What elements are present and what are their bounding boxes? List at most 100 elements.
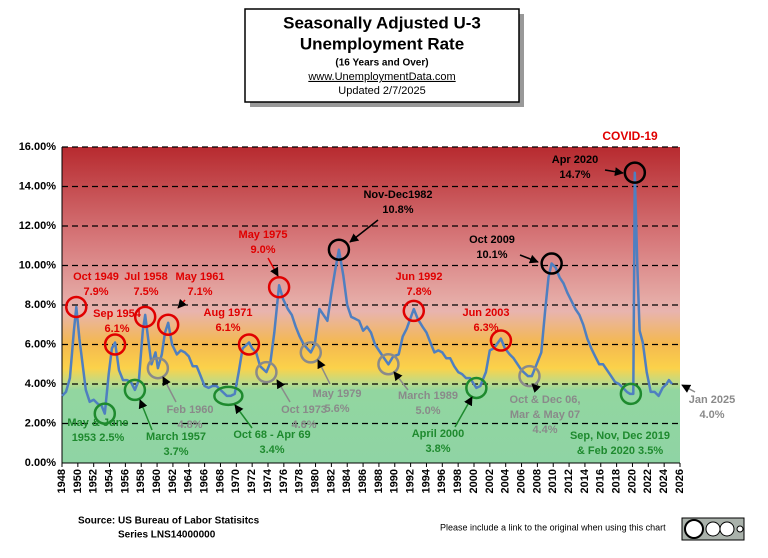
annotation-text: 4.0% [699,409,724,421]
annotation-text: 4.4% [532,424,557,436]
chart-title: Seasonally Adjusted U-3 [283,13,481,32]
annotation-arrow [317,359,331,385]
x-tick-label: 1992 [405,469,417,493]
annotation-text: March 1957 [146,431,206,443]
annotation-arrow [267,257,279,277]
annotation-text: April 2000 [412,428,465,440]
source: Series LNS14000000 [118,530,216,541]
x-tick-label: 2012 [563,469,575,493]
x-tick-label: 1984 [341,468,353,493]
x-tick-label: 2008 [531,469,543,493]
y-tick-label: 8.00% [25,299,56,311]
annotation-circle [146,356,170,380]
annotation-text: 10.8% [382,204,413,216]
annotation-circle [93,402,117,425]
annotation-circle [518,364,541,388]
x-tick-label: 1976 [278,469,290,493]
annotation-text: 3.7% [163,446,188,458]
x-tick-label: 1960 [151,469,163,493]
annotation-arrow [234,404,253,429]
x-tick-label: 2024 [658,468,670,493]
x-tick-label: 1998 [452,469,464,493]
annotation-text: 9.0% [250,244,275,256]
x-tick-label: 2000 [468,469,480,493]
annotation-arrow [519,254,539,264]
y-tick-label: 2.00% [25,417,56,429]
annotation-text: Jun 2003 [462,307,509,319]
x-tick-label: 1962 [167,469,179,493]
annotation-text: Oct 1949 [73,271,119,283]
annotation-circle [299,341,323,364]
annotation-circle [377,353,400,376]
annotation-circle [623,161,647,184]
annotation-text: 4.8% [177,419,202,431]
annotation-arrow [604,167,624,177]
x-tick-label: 1978 [294,469,306,493]
y-tick-label: 4.00% [25,378,56,390]
annotation-text: 7.5% [133,286,158,298]
annotation-text: March 1989 [398,390,458,402]
subtitle: (16 Years and Over) [335,58,428,69]
annotation-text: 6.3% [473,322,498,334]
chart-title: Unemployment Rate [300,34,464,53]
annotation-circle [133,305,157,329]
note: Please include a link to the original wh… [440,522,666,532]
x-tick-label: 1948 [56,469,68,493]
annotation-circle [156,313,180,336]
annotation-text: Apr 2020 [552,154,598,166]
annotation-arrow [138,399,153,431]
annotation-text: 6.1% [104,323,129,335]
annotation-arrow [349,219,379,243]
annotation-arrow [276,379,291,403]
annotation-text: Sep 1954 [93,308,142,320]
annotation-text: Oct & Dec 06, [510,394,581,406]
annotation-text: Jul 1958 [124,271,167,283]
annotation-text: Oct 68 - Apr 69 [233,429,310,441]
annotation-circle [619,382,643,406]
x-tick-label: 1986 [357,469,369,493]
annotation-text: Aug 1971 [204,307,253,319]
x-tick-label: 2002 [484,469,496,493]
x-tick-label: 1970 [230,469,242,493]
annotation-circle [465,376,488,400]
x-tick-label: 1994 [420,468,432,493]
annotation-text: Jan 2025 [689,394,735,406]
annotation-circle [255,360,278,384]
annotation-circle [267,275,291,299]
annotation-text: Oct 2009 [469,234,515,246]
annotation-text: Feb 1960 [166,404,213,416]
annotation-circle [123,378,147,402]
subtitle: www.UnemploymentData.com [307,71,455,83]
annotation-text: Mar & May 07 [510,409,580,421]
x-tick-label: 1972 [246,469,258,493]
annotation-text: 7.8% [406,286,431,298]
annotation-arrow [681,384,696,393]
annotation-text: 5.6% [324,403,349,415]
x-tick-label: 2020 [626,469,638,493]
x-tick-label: 1952 [88,469,100,493]
x-tick-label: 1964 [183,468,195,493]
annotation-circle [402,299,426,323]
license-badge [681,517,745,541]
y-tick-label: 16.00% [19,141,57,153]
annotation-text: May 1961 [176,271,225,283]
annotation-arrow [177,298,187,309]
x-tick-label: 1968 [214,469,226,493]
y-tick-label: 0.00% [25,457,56,469]
annotation-text: Sep, Nov, Dec 2019 [570,430,670,442]
annotation-circle [489,329,513,352]
annotation-text: May 1975 [239,229,288,241]
x-tick-label: 1950 [72,469,84,493]
x-tick-label: 1974 [262,468,274,493]
x-tick-label: 1988 [373,469,385,493]
annotation-text: 3.8% [425,443,450,455]
annotation-text: Oct 1973 [281,404,327,416]
annotation-text: 10.1% [476,249,507,261]
annotation-arrow [393,371,409,391]
y-tick-label: 14.00% [19,180,57,192]
y-tick-label: 10.00% [19,259,57,271]
annotation-circle [65,295,88,319]
annotation-text: 6.1% [215,322,240,334]
x-tick-label: 1980 [309,469,321,493]
x-tick-label: 1982 [325,469,337,493]
